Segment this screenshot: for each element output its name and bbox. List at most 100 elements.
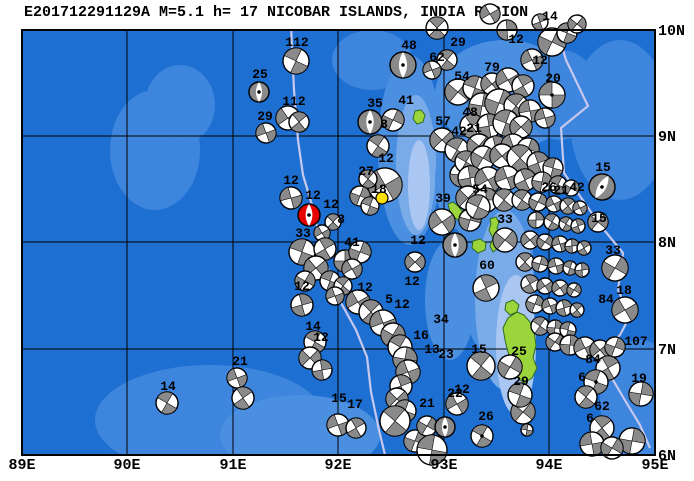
y-axis-tick-label: 8N — [658, 235, 676, 252]
depth-label: 107 — [624, 334, 647, 349]
depth-label: 57 — [435, 114, 451, 129]
focal-mechanism — [434, 416, 456, 438]
focal-mechanism — [515, 252, 535, 272]
focal-mechanism — [288, 111, 310, 133]
focal-mechanism — [497, 354, 523, 380]
focal-mechanism — [564, 238, 580, 254]
x-axis-tick-label: 94E — [535, 457, 562, 474]
depth-label: 19 — [631, 371, 647, 386]
focal-mechanism — [600, 436, 624, 460]
focal-mechanism — [588, 173, 616, 201]
plate-boundary-line — [556, 30, 652, 449]
focal-mechanism — [279, 186, 303, 210]
depth-label: 18 — [371, 182, 387, 197]
focal-mechanism-yellow-event — [375, 191, 389, 205]
depth-label: 15 — [595, 160, 611, 175]
focal-mechanism — [348, 240, 372, 264]
focal-mechanism — [404, 251, 426, 273]
focal-mechanism — [520, 48, 544, 72]
axis-label-layer: 89E 90E 91E 92E 93E 94E 95E 10N 9N 8N 7N 6N — [8, 23, 685, 474]
focal-mechanism — [551, 279, 569, 297]
focal-mechanism — [248, 81, 270, 103]
beachball-layer — [155, 3, 654, 466]
depth-label: 13 — [424, 342, 440, 357]
depth-label: 14 — [542, 9, 558, 24]
focal-mechanism — [531, 255, 549, 273]
depth-label: 12 — [313, 330, 329, 345]
depth-label: 48 — [401, 38, 417, 53]
x-axis-tick-label: 92E — [324, 457, 351, 474]
focal-mechanism — [313, 224, 331, 242]
focal-mechanism — [569, 302, 585, 318]
depth-label: 33 — [605, 243, 621, 258]
focal-mechanism — [282, 47, 310, 75]
depth-label: 29 — [257, 109, 273, 124]
focal-mechanism — [531, 171, 553, 193]
island — [502, 311, 538, 384]
focal-mechanism — [155, 391, 179, 415]
focal-mechanism — [311, 359, 333, 381]
depth-label: 12 — [532, 53, 548, 68]
depth-label: 33 — [497, 212, 513, 227]
map-frame — [21, 29, 656, 456]
depth-label: 54 — [472, 182, 488, 197]
depth-label: 12 — [404, 274, 420, 289]
depth-label: 39 — [435, 191, 451, 206]
depth-label: 12 — [283, 173, 299, 188]
y-axis-tick-label: 7N — [658, 342, 676, 359]
depth-label: 112 — [282, 94, 306, 109]
x-axis-tick-label: 89E — [8, 457, 35, 474]
depth-label: 84 — [598, 292, 614, 307]
focal-mechanism — [574, 262, 590, 278]
focal-mechanism — [520, 230, 540, 250]
depth-label: 29 — [513, 374, 529, 389]
focal-mechanism — [345, 417, 367, 439]
depth-label: 25 — [511, 344, 527, 359]
depth-label: 42 — [569, 180, 585, 195]
focal-mechanism — [389, 51, 417, 79]
focal-mechanism — [538, 81, 566, 109]
focal-mechanism — [492, 188, 516, 212]
focal-mechanism — [442, 232, 468, 258]
focal-mechanism — [357, 109, 383, 135]
depth-label: 27 — [358, 164, 374, 179]
depth-label: 48 — [462, 105, 478, 120]
depth-label: 21 — [553, 183, 569, 198]
focal-mechanism — [416, 434, 448, 466]
focal-mechanism — [611, 296, 639, 324]
focal-mechanism — [231, 386, 255, 410]
depth-label: 12 — [294, 279, 310, 294]
depth-label: 21 — [466, 121, 482, 136]
focal-mechanism — [604, 336, 626, 358]
focal-mechanism — [445, 392, 469, 416]
depth-label: 21 — [419, 396, 435, 411]
focal-mechanism — [574, 385, 598, 409]
depth-label: 41 — [398, 93, 414, 108]
depth-label: 12 — [357, 280, 373, 295]
depth-label: 26 — [478, 409, 494, 424]
focal-mechanism — [587, 211, 609, 233]
focal-mechanism — [527, 211, 545, 229]
focal-mechanism — [479, 3, 501, 25]
y-axis-tick-label: 6N — [658, 448, 676, 465]
focal-mechanism — [381, 108, 405, 132]
focal-mechanism — [313, 237, 337, 261]
focal-mechanism — [528, 192, 548, 212]
x-axis-tick-label: 95E — [641, 457, 668, 474]
depth-label: 42 — [451, 124, 467, 139]
depth-label: 34 — [433, 312, 449, 327]
y-axis-tick-label: 9N — [658, 129, 676, 146]
focal-mechanism — [492, 227, 518, 253]
depth-label: 12 — [508, 32, 524, 47]
focal-mechanism — [601, 254, 629, 282]
bathymetry-patch — [425, 240, 475, 360]
focal-mechanism — [576, 240, 592, 256]
depth-label: 12 — [323, 197, 339, 212]
depth-label: 21 — [232, 354, 248, 369]
depth-label: 6 — [586, 411, 594, 426]
depth-label: 6 — [578, 370, 586, 385]
depth-label: 62 — [594, 399, 610, 414]
depth-label: 20 — [545, 71, 561, 86]
